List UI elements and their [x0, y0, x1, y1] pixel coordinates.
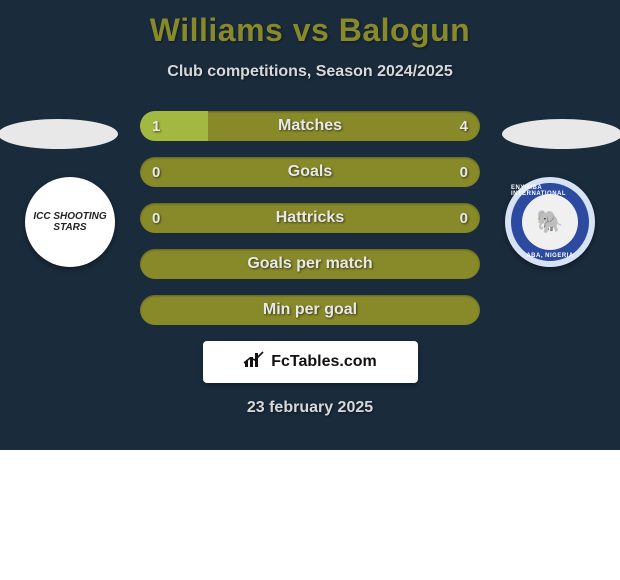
brand-text: FcTables.com [271, 353, 377, 371]
team-badge-right[interactable]: ENYIMBA INTERNATIONAL 🐘 ABA, NIGERIA [505, 177, 595, 267]
team-badge-left[interactable]: ICC SHOOTING STARS [25, 177, 115, 267]
chart-icon [243, 351, 265, 374]
stat-label: Goals per match [140, 249, 480, 279]
stat-label: Hattricks [140, 203, 480, 233]
team-badge-right-ring-top: ENYIMBA INTERNATIONAL [511, 185, 589, 197]
page-title: Williams vs Balogun [0, 0, 620, 49]
stat-bars: 14Matches 00Goals 00Hattricks Goals per mat… [140, 111, 480, 325]
stat-row: 14Matches [140, 111, 480, 141]
body-area: ICC SHOOTING STARS ENYIMBA INTERNATIONAL… [0, 111, 620, 417]
elephant-icon: 🐘 [536, 209, 563, 235]
team-badge-right-inner: 🐘 [522, 194, 578, 250]
team-badge-right-ring-bottom: ABA, NIGERIA [526, 253, 573, 259]
team-badge-left-text: ICC SHOOTING STARS [25, 211, 115, 233]
footer-date: 23 february 2025 [0, 399, 620, 417]
stat-row: 00Goals [140, 157, 480, 187]
stat-label: Min per goal [140, 295, 480, 325]
brand-box[interactable]: FcTables.com [203, 341, 418, 383]
stat-label: Matches [140, 111, 480, 141]
decorative-ellipse-right [502, 119, 620, 149]
subtitle: Club competitions, Season 2024/2025 [0, 63, 620, 81]
stat-row: Goals per match [140, 249, 480, 279]
stat-row: Min per goal [140, 295, 480, 325]
stat-label: Goals [140, 157, 480, 187]
comparison-panel: Williams vs Balogun Club competitions, S… [0, 0, 620, 450]
stat-row: 00Hattricks [140, 203, 480, 233]
decorative-ellipse-left [0, 119, 118, 149]
